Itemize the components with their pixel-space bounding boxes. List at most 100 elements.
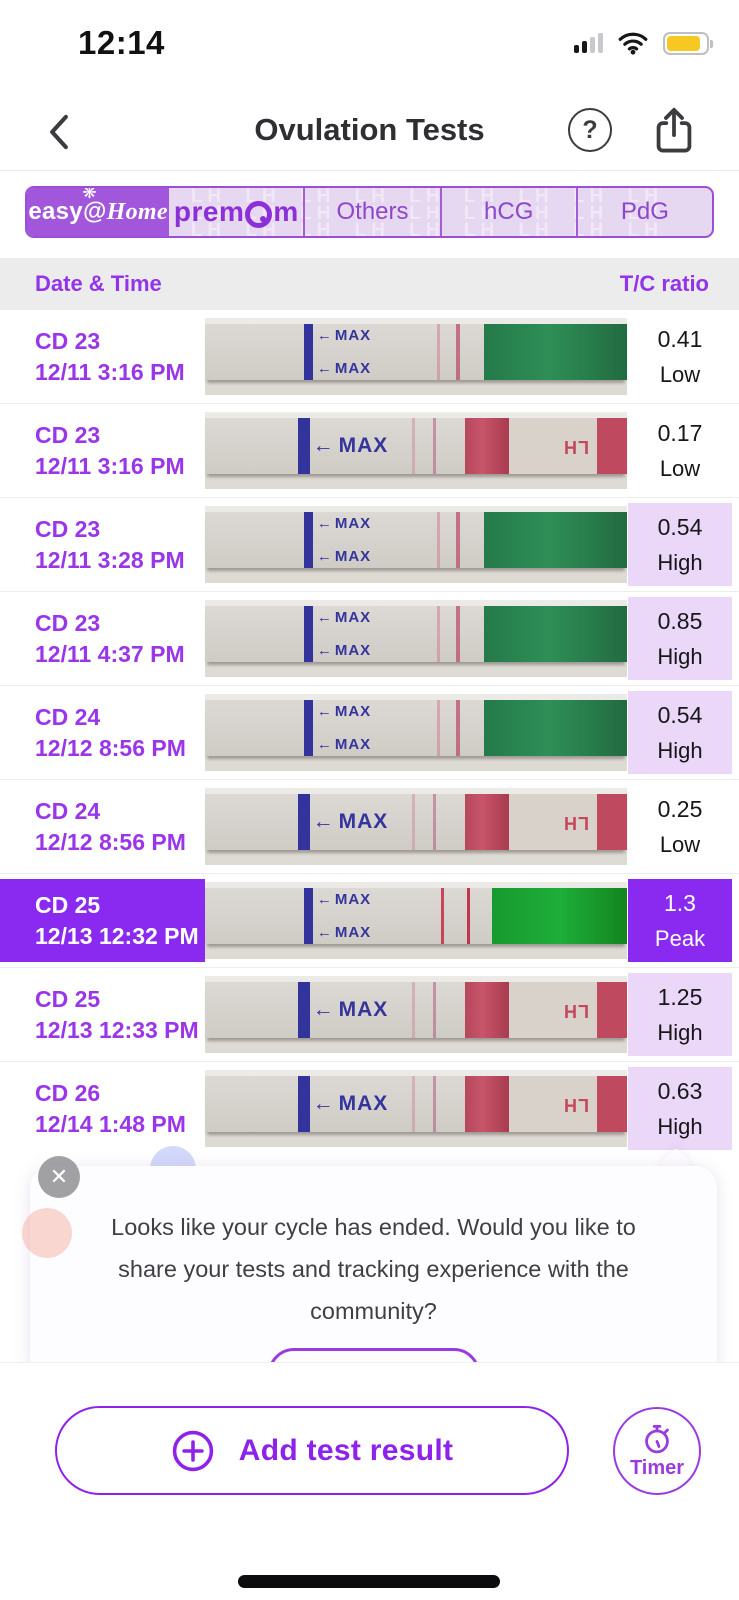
close-icon: ✕ <box>49 1164 69 1189</box>
test-strip: MAXMAX <box>205 606 627 662</box>
max-band <box>297 982 310 1038</box>
strip-handle-red-end <box>597 1076 627 1132</box>
tc-ratio-cell: 1.3 Peak <box>628 879 732 962</box>
cycle-day-label: CD 24 <box>35 704 101 730</box>
tc-ratio-cell: 0.63 High <box>628 1067 732 1150</box>
test-line <box>437 606 441 662</box>
test-strip: MAX LH <box>205 982 627 1038</box>
strip-handle-red <box>464 794 509 850</box>
test-row[interactable]: CD 23 12/11 3:28 PM MAXMAX 0.54 High <box>0 497 739 591</box>
max-marking: MAX <box>313 418 389 474</box>
lh-marking: LH <box>563 1000 590 1021</box>
max-band <box>304 324 314 380</box>
test-strip: MAXMAX <box>205 700 627 756</box>
cycle-day-label: CD 25 <box>35 892 101 918</box>
tab-easyhome[interactable]: ❋ easy@Home <box>27 188 170 236</box>
status-bar: 12:14 <box>0 0 739 100</box>
tab-pdg[interactable]: PdG <box>575 188 712 236</box>
cellular-signal-icon <box>574 31 603 55</box>
lh-marking: LH <box>563 812 590 833</box>
strip-handle-green <box>483 324 627 380</box>
timer-button[interactable]: Timer <box>613 1407 701 1495</box>
max-band <box>304 512 314 568</box>
row-date-cell: CD 23 12/11 3:16 PM <box>0 315 205 398</box>
row-date-cell: CD 23 12/11 3:28 PM <box>0 503 205 586</box>
premom-ring-icon <box>245 200 273 228</box>
test-strip-image: MAX LH <box>205 1070 627 1147</box>
tc-ratio-cell: 0.41 Low <box>628 315 732 398</box>
lh-marking: LH <box>563 436 590 457</box>
max-marking: MAX <box>313 794 389 850</box>
tc-ratio-cell: 1.25 High <box>628 973 732 1056</box>
row-date-cell: CD 24 12/12 8:56 PM <box>0 691 205 774</box>
help-button[interactable]: ? <box>568 108 612 152</box>
row-date-cell: CD 23 12/11 4:37 PM <box>0 597 205 680</box>
max-band <box>304 888 314 944</box>
test-line <box>441 888 445 944</box>
cycle-day-label: CD 24 <box>35 798 101 824</box>
tc-ratio-cell: 0.25 Low <box>628 785 732 868</box>
tc-ratio-cell: 0.54 High <box>628 691 732 774</box>
cycle-day-label: CD 23 <box>35 610 101 636</box>
row-date-cell: CD 24 12/12 8:56 PM <box>0 785 205 868</box>
test-strip: MAXMAX <box>205 888 627 944</box>
test-row[interactable]: CD 25 12/13 12:33 PM MAX LH 1.25 High <box>0 967 739 1061</box>
row-date-cell: CD 26 12/14 1:48 PM <box>0 1067 205 1150</box>
tc-ratio-value: 0.25 <box>657 795 703 822</box>
test-line <box>437 512 441 568</box>
date-time-label: 12/12 8:56 PM <box>35 735 186 761</box>
community-banner: ✕ Looks like your cycle has ended. Would… <box>22 1156 717 1418</box>
tab-hcg[interactable]: hCG <box>439 188 576 236</box>
nav-bar: Ovulation Tests ? <box>0 100 739 171</box>
control-line <box>466 888 471 944</box>
tab-premom[interactable]: prem m <box>169 188 303 236</box>
control-line <box>432 794 436 850</box>
cycle-day-label: CD 25 <box>35 986 101 1012</box>
tab-others[interactable]: Others <box>303 188 439 236</box>
status-icons <box>574 30 713 55</box>
strip-handle-red-end <box>597 794 627 850</box>
max-marking: MAXMAX <box>317 703 371 753</box>
lh-marking: LH <box>563 1094 590 1115</box>
date-time-label: 12/11 3:28 PM <box>35 547 185 573</box>
lh-level-label: High <box>657 549 703 575</box>
strip-handle-green <box>483 512 627 568</box>
max-marking: MAXMAX <box>317 515 371 565</box>
max-band <box>297 794 310 850</box>
test-line <box>437 324 441 380</box>
strip-handle-red <box>464 418 509 474</box>
cycle-day-label: CD 26 <box>35 1080 101 1106</box>
test-row[interactable]: CD 24 12/12 8:56 PM MAX LH 0.25 Low <box>0 779 739 873</box>
test-row[interactable]: CD 24 12/12 8:56 PM MAXMAX 0.54 High <box>0 685 739 779</box>
test-row[interactable]: CD 26 12/14 1:48 PM MAX LH 0.63 High <box>0 1061 739 1155</box>
test-strip-image: MAXMAX <box>205 318 627 395</box>
test-row[interactable]: CD 23 12/11 3:16 PM MAXMAX 0.41 Low <box>0 310 739 403</box>
test-strip: MAX LH <box>205 1076 627 1132</box>
share-icon <box>656 107 692 153</box>
test-row[interactable]: CD 23 12/11 3:16 PM MAX LH 0.17 Low <box>0 403 739 497</box>
column-tc-ratio: T/C ratio <box>619 271 709 296</box>
cycle-day-label: CD 23 <box>35 516 101 542</box>
max-band <box>297 418 310 474</box>
strip-handle-red <box>464 1076 509 1132</box>
strip-handle-red-end <box>597 982 627 1038</box>
banner-close-button[interactable]: ✕ <box>38 1156 80 1198</box>
test-row[interactable]: CD 25 12/13 12:32 PM MAXMAX 1.3 Peak <box>0 873 739 967</box>
max-band <box>304 700 314 756</box>
test-line <box>411 794 415 850</box>
test-row[interactable]: CD 23 12/11 4:37 PM MAXMAX 0.85 High <box>0 591 739 685</box>
share-button[interactable] <box>650 104 698 156</box>
lh-window: LH <box>508 794 598 850</box>
lh-level-label: High <box>657 1019 703 1045</box>
test-line <box>411 418 415 474</box>
page-title: Ovulation Tests <box>254 112 485 147</box>
control-line <box>456 700 460 756</box>
lh-level-label: High <box>657 1113 703 1139</box>
strip-handle-green <box>483 606 627 662</box>
brand-tab-bar: LH LH LH LH LH LH LH LH LH LH LH LH LH L… <box>25 186 714 238</box>
back-button[interactable] <box>42 110 82 156</box>
add-test-result-button[interactable]: Add test result <box>55 1406 569 1495</box>
home-indicator[interactable] <box>238 1575 500 1588</box>
